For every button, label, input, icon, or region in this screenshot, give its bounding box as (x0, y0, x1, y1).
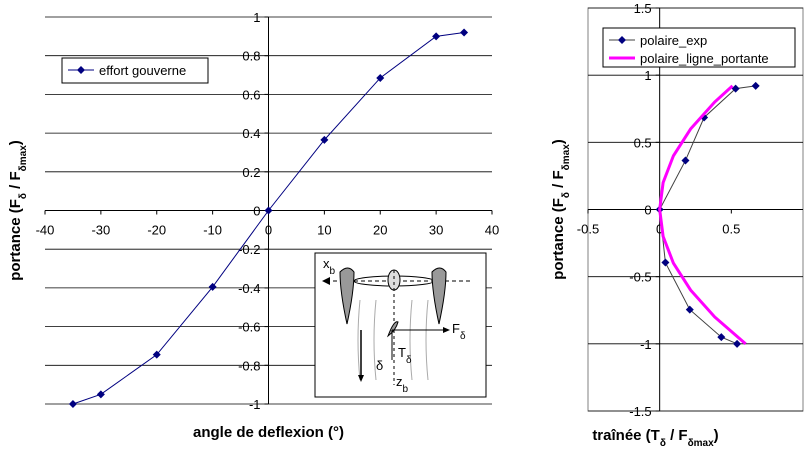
y-tick-label: -1 (640, 337, 652, 352)
inset-wing (431, 267, 447, 325)
data-point (731, 84, 740, 93)
inset-wing (339, 267, 355, 325)
y-tick-label: -0.8 (238, 358, 260, 373)
y-axis-label-part: portance (F (550, 198, 567, 280)
y-tick-label: -1 (249, 397, 261, 412)
legend-label: effort gouverne (99, 63, 186, 78)
y-tick-label: -0.6 (238, 320, 260, 335)
inset-label: xb (323, 256, 336, 277)
inset-label: δ (376, 358, 383, 373)
x-axis-label: angle de deflexion (°) (193, 424, 344, 441)
x-tick-label: -30 (91, 223, 110, 238)
legend-marker (77, 66, 85, 74)
data-point (152, 350, 161, 359)
x-tick-label: -10 (203, 223, 222, 238)
y-axis-label-part: portance (F (7, 199, 24, 281)
y-axis-label-part: / F (550, 170, 567, 192)
inset-label-sub: b (330, 266, 336, 277)
series-line (659, 85, 756, 345)
x-tick-label: -0.5 (577, 222, 599, 237)
x-axis-label-part: / F (666, 427, 688, 444)
data-point (376, 73, 385, 82)
y-axis-label-part: / F (7, 171, 24, 193)
x-axis-label-part: δ (660, 438, 666, 449)
y-tick-label: 0.5 (634, 135, 652, 150)
x-tick-label: 20 (373, 223, 387, 238)
inset-flow (373, 299, 377, 381)
legend-label: polaire_ligne_portante (640, 51, 769, 66)
inset-force-head (443, 327, 450, 333)
y-axis-label-part: ) (7, 140, 24, 145)
inset-label-sub: b (403, 384, 409, 395)
inset-label-sub: δ (460, 331, 466, 342)
x-axis-label: traînée (Tδ / Fδmax) (592, 427, 718, 449)
y-tick-label: 0.6 (242, 87, 260, 102)
data-point (733, 339, 742, 348)
y-axis-label-part: ) (550, 139, 567, 144)
y-tick-label: 1 (644, 68, 651, 83)
inset-label: Tδ (398, 345, 412, 366)
inset-flow (357, 299, 361, 381)
data-point (320, 135, 329, 144)
y-axis-label-part: δmax (561, 144, 572, 171)
data-point (96, 390, 105, 399)
x-axis-label-part: angle de deflexion (°) (193, 424, 344, 441)
data-point (685, 305, 694, 314)
data-point (681, 156, 690, 165)
y-axis-label-part: δ (18, 193, 29, 199)
data-point (264, 206, 273, 215)
legend-marker (618, 36, 626, 44)
legend-box (602, 27, 796, 68)
inset-label-text: δ (376, 358, 383, 373)
y-tick-label: 1 (253, 10, 260, 25)
x-tick-label: 0 (265, 223, 272, 238)
data-point (751, 81, 760, 90)
data-point (432, 32, 441, 41)
legend-label: polaire_exp (640, 33, 707, 48)
y-axis-label: portance (Fδ / Fδmax) (550, 139, 572, 280)
x-axis-label-part: ) (714, 427, 719, 444)
y-tick-label: -0.5 (629, 270, 651, 285)
series-line (658, 84, 747, 345)
inset-flow (409, 299, 413, 381)
x-tick-label: 10 (317, 223, 331, 238)
data-point (661, 258, 670, 267)
inset-flow (425, 299, 429, 381)
inset-label-text: F (452, 321, 460, 336)
x-tick-label: 40 (485, 223, 499, 238)
x-tick-label: 30 (429, 223, 443, 238)
x-tick-label: 0 (656, 222, 663, 237)
inset-label-text: x (323, 256, 330, 271)
y-tick-label: 0.2 (242, 165, 260, 180)
x-axis-label-part: δmax (688, 438, 715, 449)
y-tick-label: -0.2 (238, 242, 260, 257)
y-tick-label: 1.5 (634, 1, 652, 16)
x-tick-label: -40 (36, 223, 55, 238)
data-point (717, 333, 726, 342)
x-axis-label-part: traînée (T (592, 427, 660, 444)
y-axis-label: portance (Fδ / Fδmax) (7, 140, 29, 281)
y-tick-label: -0.4 (238, 281, 260, 296)
inset-label: zb (396, 374, 409, 395)
y-axis-label-part: δmax (18, 145, 29, 172)
data-point (460, 28, 469, 37)
y-tick-label: 0.8 (242, 49, 260, 64)
inset-label-sub: δ (406, 355, 412, 366)
data-point (208, 282, 217, 291)
y-tick-label: 0.4 (242, 126, 260, 141)
data-point (68, 400, 77, 408)
inset-arrow (322, 277, 330, 285)
y-axis-label-part: δ (561, 192, 572, 198)
x-tick-label: 0.5 (722, 222, 740, 237)
inset-label: Fδ (452, 321, 466, 342)
x-tick-label: -20 (147, 223, 166, 238)
inset-down-head (358, 375, 364, 382)
y-tick-label: -1.5 (629, 404, 651, 419)
inset-label-text: z (396, 374, 403, 389)
inset-label-text: T (398, 345, 406, 360)
